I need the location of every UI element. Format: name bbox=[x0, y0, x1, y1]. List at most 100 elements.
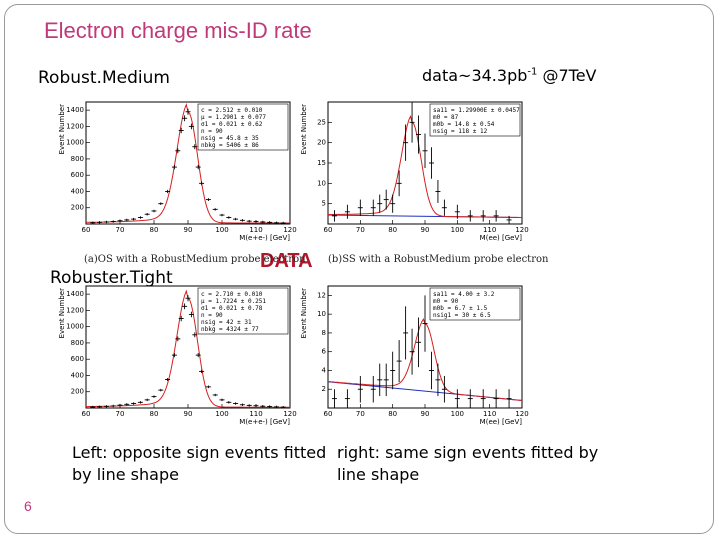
stat-line: σ1 = 0.021 ± 0.62 bbox=[201, 121, 263, 128]
data-point bbox=[175, 336, 181, 342]
x-axis-label: M(ee) [GeV] bbox=[480, 234, 523, 242]
data-point bbox=[390, 351, 396, 390]
data-point bbox=[260, 404, 266, 408]
data-point bbox=[467, 389, 473, 408]
y-tick-label: 200 bbox=[71, 204, 84, 212]
data-point bbox=[467, 210, 473, 222]
data-point bbox=[422, 133, 428, 169]
x-tick-label: 110 bbox=[249, 226, 262, 234]
data-point bbox=[409, 328, 415, 375]
data-point bbox=[383, 363, 389, 397]
data-point bbox=[97, 221, 103, 224]
y-tick-label: 1200 bbox=[66, 306, 84, 314]
data-point bbox=[212, 208, 218, 211]
y-tick-label: 10 bbox=[317, 179, 326, 187]
x-tick-label: 60 bbox=[324, 410, 333, 418]
y-tick-label: 400 bbox=[71, 371, 84, 379]
x-tick-label: 70 bbox=[116, 410, 125, 418]
label-data-lumi: data~34.3pb-1 @7TeV bbox=[422, 66, 597, 85]
data-point bbox=[357, 375, 363, 403]
data-point bbox=[165, 378, 171, 382]
data-point bbox=[396, 170, 402, 197]
x-tick-label: 80 bbox=[150, 226, 159, 234]
x-tick-label: 70 bbox=[116, 226, 125, 234]
data-point bbox=[480, 389, 486, 408]
data-point bbox=[435, 363, 441, 397]
x-tick-label: 100 bbox=[451, 226, 464, 234]
y-tick-label: 12 bbox=[317, 291, 326, 299]
x-tick-label: 90 bbox=[421, 410, 430, 418]
data-point bbox=[226, 401, 232, 404]
subtitle-os: (a)OS with a RobustMedium probe electron bbox=[84, 254, 306, 265]
data-point bbox=[403, 124, 409, 161]
y-tick-label: 4 bbox=[322, 366, 327, 374]
data-point bbox=[506, 389, 512, 408]
data-point bbox=[192, 332, 198, 338]
data-point bbox=[253, 404, 259, 407]
y-tick-label: 1400 bbox=[66, 106, 84, 114]
data-point bbox=[454, 389, 460, 408]
y-tick-label: 8 bbox=[322, 329, 326, 337]
data-point bbox=[390, 194, 396, 213]
data-point bbox=[403, 306, 409, 360]
y-tick-label: 10 bbox=[317, 310, 326, 318]
data-point bbox=[506, 215, 512, 224]
data-point bbox=[396, 340, 402, 383]
chart-os-tight: 60 70 80 90 100 110 120 200 400 600 800 1000 1200 140… bbox=[58, 285, 297, 426]
x-axis-label: M(ee) [GeV] bbox=[480, 418, 523, 426]
y-tick-label: 800 bbox=[71, 155, 84, 163]
data-point bbox=[205, 198, 211, 202]
x-tick-label: 60 bbox=[324, 226, 333, 234]
y-tick-label: 25 bbox=[317, 118, 326, 126]
data-point bbox=[178, 127, 184, 134]
y-tick-label: 600 bbox=[71, 171, 84, 179]
x-tick-label: 110 bbox=[483, 226, 496, 234]
data-point bbox=[124, 403, 130, 406]
data-point bbox=[205, 385, 211, 389]
y-tick-label: 1000 bbox=[66, 139, 84, 147]
caption-right: right: same sign events fitted by line s… bbox=[337, 443, 599, 484]
data-point bbox=[226, 216, 232, 219]
x-tick-label: 110 bbox=[483, 410, 496, 418]
label-data: DATA bbox=[260, 250, 313, 272]
data-point bbox=[171, 353, 177, 358]
data-point bbox=[260, 220, 266, 224]
data-point bbox=[219, 213, 225, 217]
data-point bbox=[344, 204, 350, 219]
x-tick-label: 100 bbox=[451, 410, 464, 418]
chart-os-medium: 60 70 80 90 100 110 120 200 400 600 800 1000 1200 140… bbox=[58, 101, 297, 242]
data-point bbox=[239, 219, 245, 222]
data-point bbox=[195, 353, 201, 358]
data-point bbox=[103, 220, 109, 224]
data-point bbox=[280, 221, 286, 224]
data-point bbox=[90, 221, 96, 224]
data-point bbox=[377, 363, 383, 397]
data-point bbox=[192, 144, 198, 150]
x-tick-label: 120 bbox=[283, 226, 296, 234]
data-point bbox=[110, 220, 116, 223]
data-point bbox=[124, 218, 130, 222]
data-point bbox=[171, 164, 177, 170]
data-point bbox=[233, 217, 239, 221]
caption-left: Left: opposite sign events fitted by lin… bbox=[72, 443, 327, 484]
x-tick-label: 70 bbox=[356, 410, 365, 418]
x-tick-label: 100 bbox=[215, 226, 228, 234]
x-tick-label: 80 bbox=[388, 410, 397, 418]
data-point bbox=[239, 403, 245, 406]
stat-line: nbkg = 4324 ± 77 bbox=[201, 326, 259, 333]
stat-line: sa11 = 4.00 ± 3.2 bbox=[433, 291, 495, 298]
data-point bbox=[428, 147, 434, 179]
stat-box bbox=[197, 103, 289, 151]
x-tick-label: 100 bbox=[215, 410, 228, 418]
data-point bbox=[185, 108, 191, 115]
subtitle-ss: (b)SS with a RobustMedium probe electron bbox=[328, 254, 549, 265]
data-point bbox=[370, 375, 376, 403]
data-point bbox=[383, 189, 389, 210]
data-point bbox=[357, 199, 363, 216]
y-tick-label: 20 bbox=[317, 139, 326, 147]
stat-line: nbkg = 5406 ± 86 bbox=[201, 142, 259, 149]
data-point bbox=[103, 405, 109, 408]
data-point bbox=[246, 219, 252, 223]
data-point bbox=[441, 375, 447, 403]
slide-frame bbox=[4, 4, 714, 534]
